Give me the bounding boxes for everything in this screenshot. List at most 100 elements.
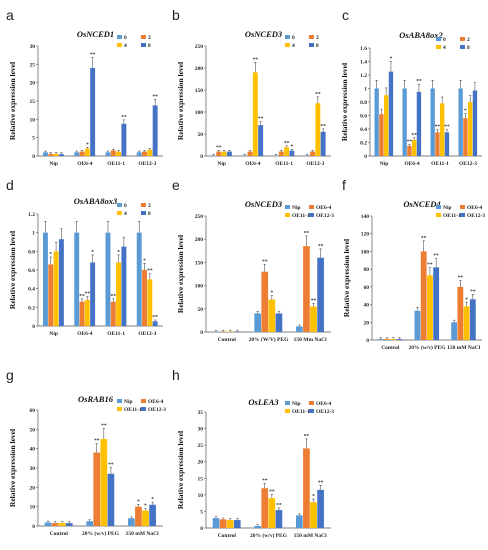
panel-d-bar — [105, 232, 111, 326]
panel-c-significance: ** — [444, 124, 450, 130]
panel-c-category-label: OE6-4 — [404, 161, 420, 167]
panel-h-legend-swatch — [285, 401, 290, 405]
panel-h-legend-swatch — [285, 409, 290, 413]
panel-d-bar — [142, 270, 147, 326]
panel-g-category-label: 150 mM NaCl — [126, 531, 159, 537]
panel-b-significance: ** — [258, 116, 264, 122]
panel-d-significance: ** — [111, 293, 117, 299]
panel-a-bar — [79, 151, 85, 156]
panel-a-label: a — [6, 7, 14, 23]
panel-a-legend-label: 0 — [124, 35, 127, 41]
panel-h-bar — [261, 488, 269, 528]
panel-a-significance: ** — [152, 94, 158, 100]
panel-c-significance: ** — [411, 132, 417, 138]
panel-c-ytick-label: 0 — [364, 154, 367, 160]
panel-a-category-label: Nip — [49, 161, 58, 167]
panel-c-ytick-label: 0.8 — [360, 100, 367, 106]
panel-h-significance: ** — [304, 433, 310, 439]
panel-e-legend-label: OE11-1 — [292, 213, 310, 219]
panel-f-ytick-label: 60 — [364, 285, 370, 291]
panel-f-legend-swatch — [436, 213, 441, 217]
panel-c-bar — [430, 88, 435, 156]
panel-f-title: OsNCED4 — [403, 199, 440, 209]
panel-g-significance: * — [151, 497, 154, 503]
panel-d-significance: * — [143, 258, 146, 264]
panel-b-significance: ** — [284, 140, 290, 146]
panel-d-ytick-label: 1.2 — [28, 212, 35, 218]
panel-b-bar — [289, 150, 295, 156]
panel-f-legend-label: Nip — [443, 205, 452, 211]
panel-a-significance: * — [86, 142, 89, 148]
panel-g-title: OsRAB16 — [78, 394, 114, 404]
panel-a-ytick-label: 5 — [32, 136, 35, 142]
panel-d-legend-swatch — [117, 203, 122, 207]
panel-a-legend-swatch — [141, 35, 146, 39]
panel-b-category-label: OE11-1 — [275, 161, 293, 167]
panel-a-category-label: OE11-1 — [107, 161, 125, 167]
panel-b-ytick-label: 50 — [198, 132, 204, 138]
panel-h-ylabel: Relative expression level — [176, 431, 185, 509]
panel-c-ytick-label: 1 — [364, 87, 367, 93]
panel-g-ytick-label: 60 — [30, 408, 36, 414]
panel-c-category-label: OE11-1 — [431, 161, 449, 167]
panel-b-significance: * — [291, 144, 294, 150]
panel-g-significance: * — [137, 499, 140, 505]
panel-a-legend-swatch — [117, 43, 122, 47]
panel-a-ytick-label: 15 — [30, 99, 36, 105]
panel-f-bar — [390, 339, 397, 340]
panel-d-bar — [84, 299, 90, 326]
panel-h-bar — [268, 498, 276, 528]
panel-f-bar — [457, 286, 464, 340]
panel-h-bar — [310, 502, 317, 528]
panel-d-ytick-label: 1 — [32, 231, 35, 237]
panel-e-category-label: 150 Mm NaCl — [294, 337, 327, 343]
panel-b-bar — [247, 151, 253, 156]
panel-e-significance: ** — [262, 259, 268, 265]
panel-e-category-label: 20% (W/V) PEG — [249, 336, 289, 343]
panel-c-ylabel: Relative expression level — [340, 63, 349, 141]
panel-b-ylabel: Relative expression level — [176, 62, 185, 140]
panel-h-significance: ** — [276, 502, 282, 508]
panel-d-bar — [90, 262, 96, 326]
panel-a-legend-label: 8 — [148, 43, 151, 49]
panel-c-bar — [416, 91, 422, 156]
panel-h-bar — [303, 448, 310, 528]
panel-b-bar — [278, 151, 284, 156]
panel-h-ytick-label: 5 — [200, 509, 203, 515]
panel-d-ylabel: Relative expression level — [8, 231, 17, 309]
panel-b-significance: ** — [216, 145, 222, 151]
panel-h-bar — [233, 520, 241, 528]
panel-d-bar — [116, 262, 122, 326]
panel-b-legend-label: 0 — [292, 35, 295, 41]
panel-f-label: f — [342, 177, 346, 193]
panel-d-legend-swatch — [141, 211, 146, 215]
panel-g-ytick-label: 10 — [30, 505, 36, 511]
panel-c-legend-swatch — [460, 45, 465, 49]
panel-a-bar — [84, 148, 90, 156]
panel-f-bar — [377, 339, 384, 340]
panel-g-legend-swatch — [141, 399, 146, 403]
panel-e-significance: ** — [318, 243, 324, 249]
panel-e-ylabel: Relative expression level — [176, 235, 185, 313]
panel-e-significance: ** — [304, 230, 310, 236]
panel-b-bar — [216, 151, 222, 156]
panel-c-ytick-label: 0.4 — [360, 127, 367, 133]
panel-d-label: d — [6, 177, 14, 193]
panel-h-ytick-label: 25 — [198, 443, 204, 449]
panel-d-ytick-label: 0.4 — [28, 287, 35, 293]
panel-h-ytick-label: 0 — [200, 526, 203, 532]
panel-h-bar — [226, 520, 234, 528]
panel-f-legend-swatch — [460, 205, 465, 209]
panel-f-legend-label: OE11-1 — [443, 213, 461, 219]
panel-h-ytick-label: 30 — [198, 427, 204, 433]
panel-f-ytick-label: 80 — [364, 267, 370, 273]
panel-e-title: OsNCED3 — [245, 199, 283, 209]
panel-h-significance: ** — [269, 489, 275, 495]
panel-d-category-label: OE11-1 — [107, 331, 125, 337]
panel-a-category-label: OE6-4 — [77, 161, 93, 167]
panel-d-significance: ** — [79, 293, 85, 299]
panel-c-legend-label: 0 — [443, 37, 446, 43]
panel-c-legend-swatch — [460, 37, 465, 41]
panel-a-bar — [53, 153, 59, 156]
panel-h-label: h — [172, 367, 180, 383]
